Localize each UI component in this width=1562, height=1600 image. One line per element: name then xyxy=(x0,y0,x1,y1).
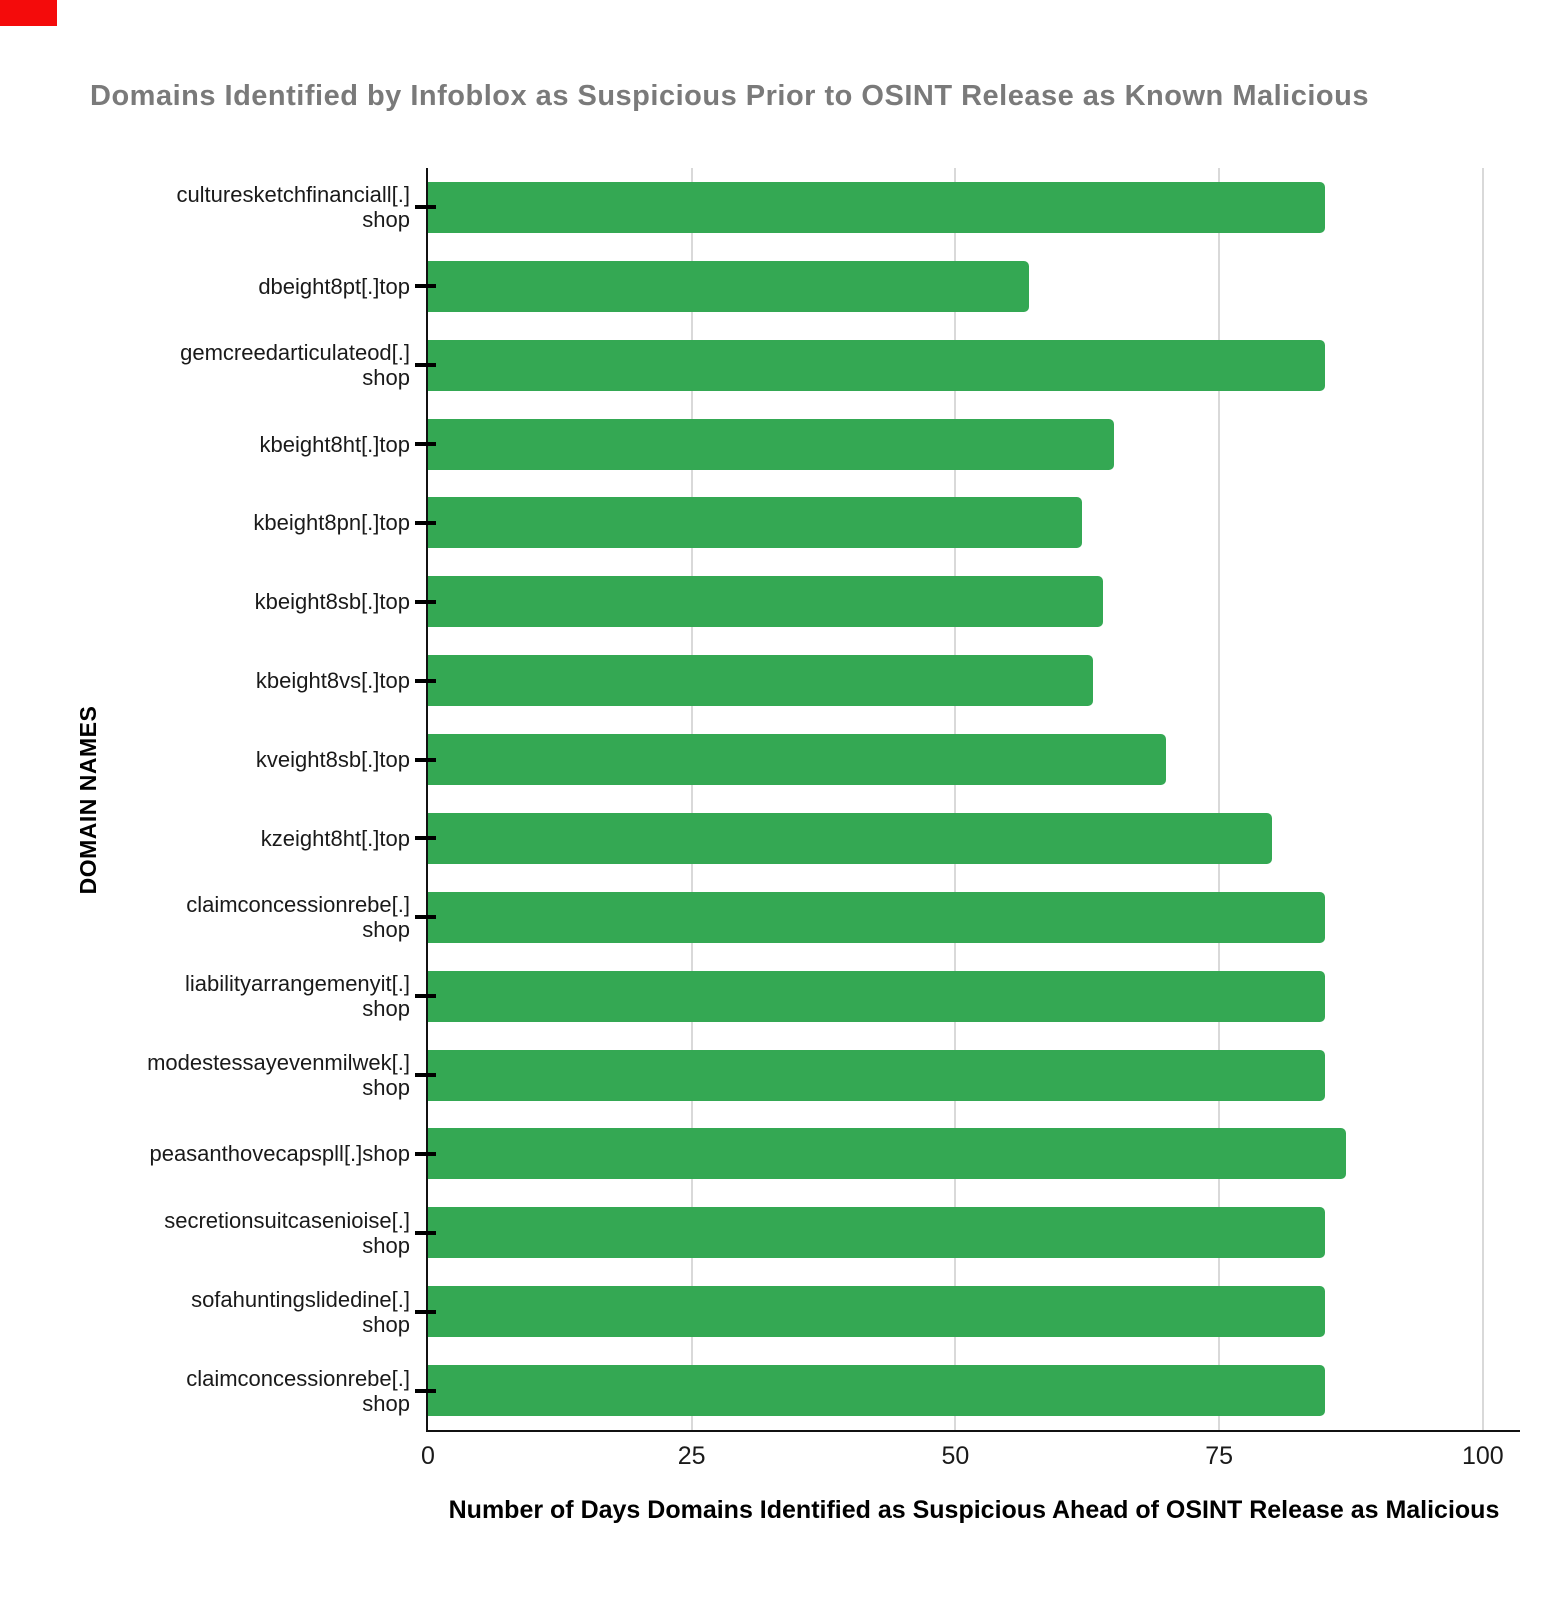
y-tick-mark xyxy=(415,363,436,368)
y-tick-mark xyxy=(415,599,436,604)
y-axis-category-label: sofahuntingslidedine[.] shop xyxy=(191,1286,410,1337)
y-tick-mark xyxy=(415,915,436,920)
gridline-x-100 xyxy=(1481,168,1484,1430)
y-axis-category-label: dbeight8pt[.]top xyxy=(258,273,410,299)
gridline-x-75 xyxy=(1218,168,1221,1430)
y-axis-category-label: kbeight8ht[.]top xyxy=(259,431,410,457)
y-tick-mark xyxy=(415,284,436,289)
y-tick-mark xyxy=(415,1388,436,1393)
bar xyxy=(428,1286,1325,1338)
y-axis-category-label: secretionsuitcasenioise[.] shop xyxy=(164,1207,410,1258)
bar xyxy=(428,970,1325,1022)
bar xyxy=(428,1049,1325,1101)
gridline-x-50 xyxy=(954,168,957,1430)
bar xyxy=(428,260,1030,312)
bar xyxy=(428,812,1272,864)
bar xyxy=(428,734,1167,786)
y-tick-mark xyxy=(415,520,436,525)
y-tick-mark xyxy=(415,1073,436,1078)
bar xyxy=(428,497,1082,549)
red-record-marker xyxy=(0,0,57,26)
y-tick-mark xyxy=(415,678,436,683)
y-axis-category-label: kbeight8sb[.]top xyxy=(254,589,410,615)
y-tick-mark xyxy=(415,757,436,762)
y-axis-category-label: liabilityarrangemenyit[.] shop xyxy=(185,971,410,1022)
x-axis-tick-label: 50 xyxy=(941,1442,970,1470)
x-axis-tick-label: 0 xyxy=(421,1442,435,1470)
bar xyxy=(428,1207,1325,1259)
gridline-x-25 xyxy=(690,168,693,1430)
x-axis-tick-label: 100 xyxy=(1461,1442,1504,1470)
y-axis-category-label: gemcreedarticulateod[.] shop xyxy=(180,340,410,391)
y-tick-mark xyxy=(415,1309,436,1314)
x-axis-title: Number of Days Domains Identified as Sus… xyxy=(448,1496,1500,1524)
y-tick-mark xyxy=(415,1151,436,1156)
y-axis-category-label: kbeight8vs[.]top xyxy=(255,668,410,694)
x-axis-tick-labels: 0 25 50 75 100 xyxy=(421,1442,1520,1476)
x-axis-tick-label: 25 xyxy=(677,1442,706,1470)
bar xyxy=(428,1365,1325,1417)
bar xyxy=(428,181,1325,233)
plot-area xyxy=(415,168,1520,1432)
y-tick-mark xyxy=(415,994,436,999)
chart-title: Domains Identified by Infoblox as Suspic… xyxy=(90,80,1369,112)
y-tick-mark xyxy=(415,1230,436,1235)
bar xyxy=(428,339,1325,391)
y-axis-category-label: modestessayevenmilwek[.] shop xyxy=(147,1050,410,1101)
y-axis-category-label: kveight8sb[.]top xyxy=(255,747,410,773)
x-axis-tick-label: 75 xyxy=(1205,1442,1233,1470)
y-axis-labels: culturesketchfinanciall[.] shop dbeight8pt… xyxy=(0,168,410,1430)
y-axis-category-label: kzeight8ht[.]top xyxy=(260,825,410,851)
y-tick-mark xyxy=(415,442,436,447)
bar xyxy=(428,1128,1346,1180)
y-axis-category-label: claimconcessionrebe[.] shop xyxy=(186,892,410,943)
bar xyxy=(428,655,1093,707)
y-axis-category-label: culturesketchfinanciall[.] shop xyxy=(176,182,410,233)
y-tick-mark xyxy=(415,836,436,841)
bar xyxy=(428,418,1114,470)
y-axis-category-label: kbeight8pn[.]top xyxy=(253,510,410,536)
bar xyxy=(428,891,1325,943)
y-tick-mark xyxy=(415,205,436,210)
bar xyxy=(428,576,1104,628)
y-axis-category-label: peasanthovecapspll[.]shop xyxy=(149,1141,410,1167)
y-axis-category-label: claimconcessionrebe[.] shop xyxy=(186,1365,410,1416)
